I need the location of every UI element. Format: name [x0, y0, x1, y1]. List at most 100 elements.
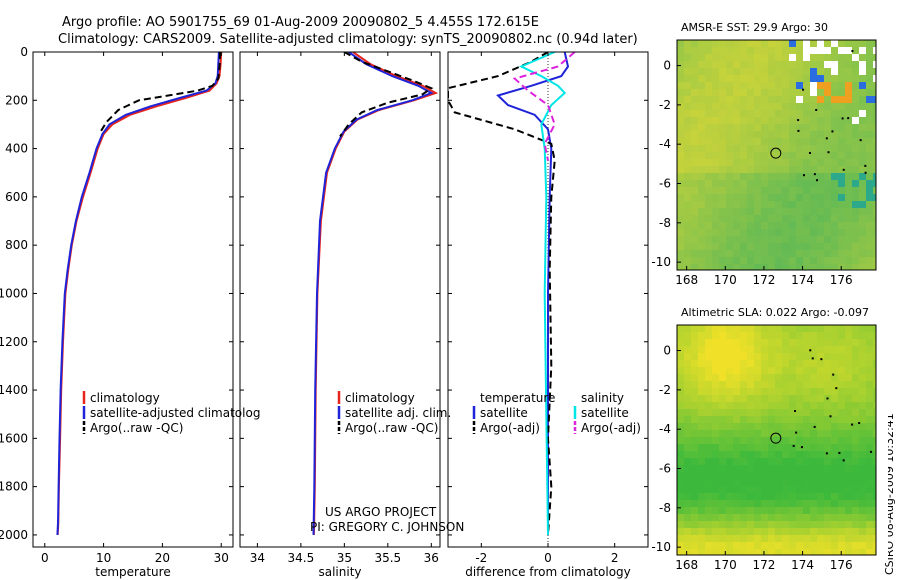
map-cell [698, 500, 706, 508]
map-cell [705, 374, 713, 382]
map-cell [733, 138, 741, 146]
map-cell [810, 75, 818, 83]
map-cell [712, 353, 720, 361]
map-cell [845, 222, 853, 230]
map-cell [768, 117, 776, 125]
project-credit: US ARGO PROJECT [325, 505, 437, 519]
map-cell [810, 353, 818, 361]
map-cell [705, 264, 713, 272]
map-cell [684, 54, 692, 62]
map-cell [817, 353, 825, 361]
map-cell [810, 444, 818, 452]
map-cell [754, 374, 762, 382]
map-cell [866, 542, 874, 550]
map-y-tick-label: -8 [659, 216, 671, 230]
map-cell [712, 201, 720, 209]
map-cell [691, 402, 699, 410]
map-cell [824, 500, 832, 508]
sst-map-title: AMSR-E SST: 29.9 Argo: 30 [681, 21, 828, 34]
island-marker [816, 179, 819, 182]
map-cell [817, 257, 825, 265]
map-cell [775, 374, 783, 382]
legend-label: satellite adj. clim. [345, 406, 451, 420]
map-cell [691, 229, 699, 237]
map-cell [859, 68, 867, 76]
map-cell [733, 194, 741, 202]
map-cell [824, 486, 832, 494]
map-cell [691, 381, 699, 389]
map-cell [782, 479, 790, 487]
map-cell [719, 215, 727, 223]
map-cell [810, 250, 818, 258]
map-cell [824, 409, 832, 417]
map-cell [789, 535, 797, 543]
map-cell [740, 395, 748, 403]
map-cell [775, 409, 783, 417]
map-cell [845, 89, 853, 97]
map-cell [747, 332, 755, 340]
map-cell [698, 124, 706, 132]
map-cell [733, 521, 741, 529]
map-cell [796, 325, 804, 333]
map-cell [733, 47, 741, 55]
map-cell [726, 250, 734, 258]
map-cell [831, 437, 839, 445]
map-cell [677, 243, 685, 251]
map-cell [852, 374, 860, 382]
map-cell [831, 194, 839, 202]
map-cell [698, 542, 706, 550]
map-cell [768, 208, 776, 216]
map-cell [733, 75, 741, 83]
map-cell [831, 236, 839, 244]
map-cell [866, 264, 874, 272]
map-cell [866, 110, 874, 118]
map-y-tick-label: -2 [659, 383, 671, 397]
map-cell [845, 339, 853, 347]
map-cell [803, 145, 811, 153]
map-cell [768, 103, 776, 111]
map-cell [684, 332, 692, 340]
map-cell [789, 325, 797, 333]
island-marker [826, 397, 829, 400]
map-cell [796, 145, 804, 153]
map-cell [845, 159, 853, 167]
map-cell [810, 201, 818, 209]
map-cell [810, 514, 818, 522]
map-cell [796, 528, 804, 536]
map-cell [866, 395, 874, 403]
map-cell [866, 194, 874, 202]
map-cell [705, 131, 713, 139]
map-cell [789, 208, 797, 216]
map-cell [733, 264, 741, 272]
map-cell [796, 437, 804, 445]
map-cell [817, 465, 825, 473]
map-cell [803, 388, 811, 396]
island-marker [797, 119, 800, 122]
map-cell [810, 54, 818, 62]
map-cell [761, 458, 769, 466]
map-cell [733, 367, 741, 375]
map-cell [803, 166, 811, 174]
x-tick-label: 30 [214, 551, 229, 565]
map-cell [817, 40, 825, 48]
map-cell [691, 437, 699, 445]
map-cell [796, 243, 804, 251]
map-cell [754, 47, 762, 55]
map-cell [719, 444, 727, 452]
map-cell [782, 208, 790, 216]
map-cell [747, 507, 755, 515]
map-cell [824, 138, 832, 146]
map-cell [754, 152, 762, 160]
map-cell [705, 250, 713, 258]
map-cell [831, 180, 839, 188]
map-cell [789, 472, 797, 480]
map-cell [740, 187, 748, 195]
map-cell [852, 47, 860, 55]
map-cell [789, 236, 797, 244]
map-cell [698, 250, 706, 258]
map-cell [789, 444, 797, 452]
map-cell [852, 257, 860, 265]
map-cell [712, 493, 720, 501]
map-cell [698, 47, 706, 55]
map-cell [817, 332, 825, 340]
